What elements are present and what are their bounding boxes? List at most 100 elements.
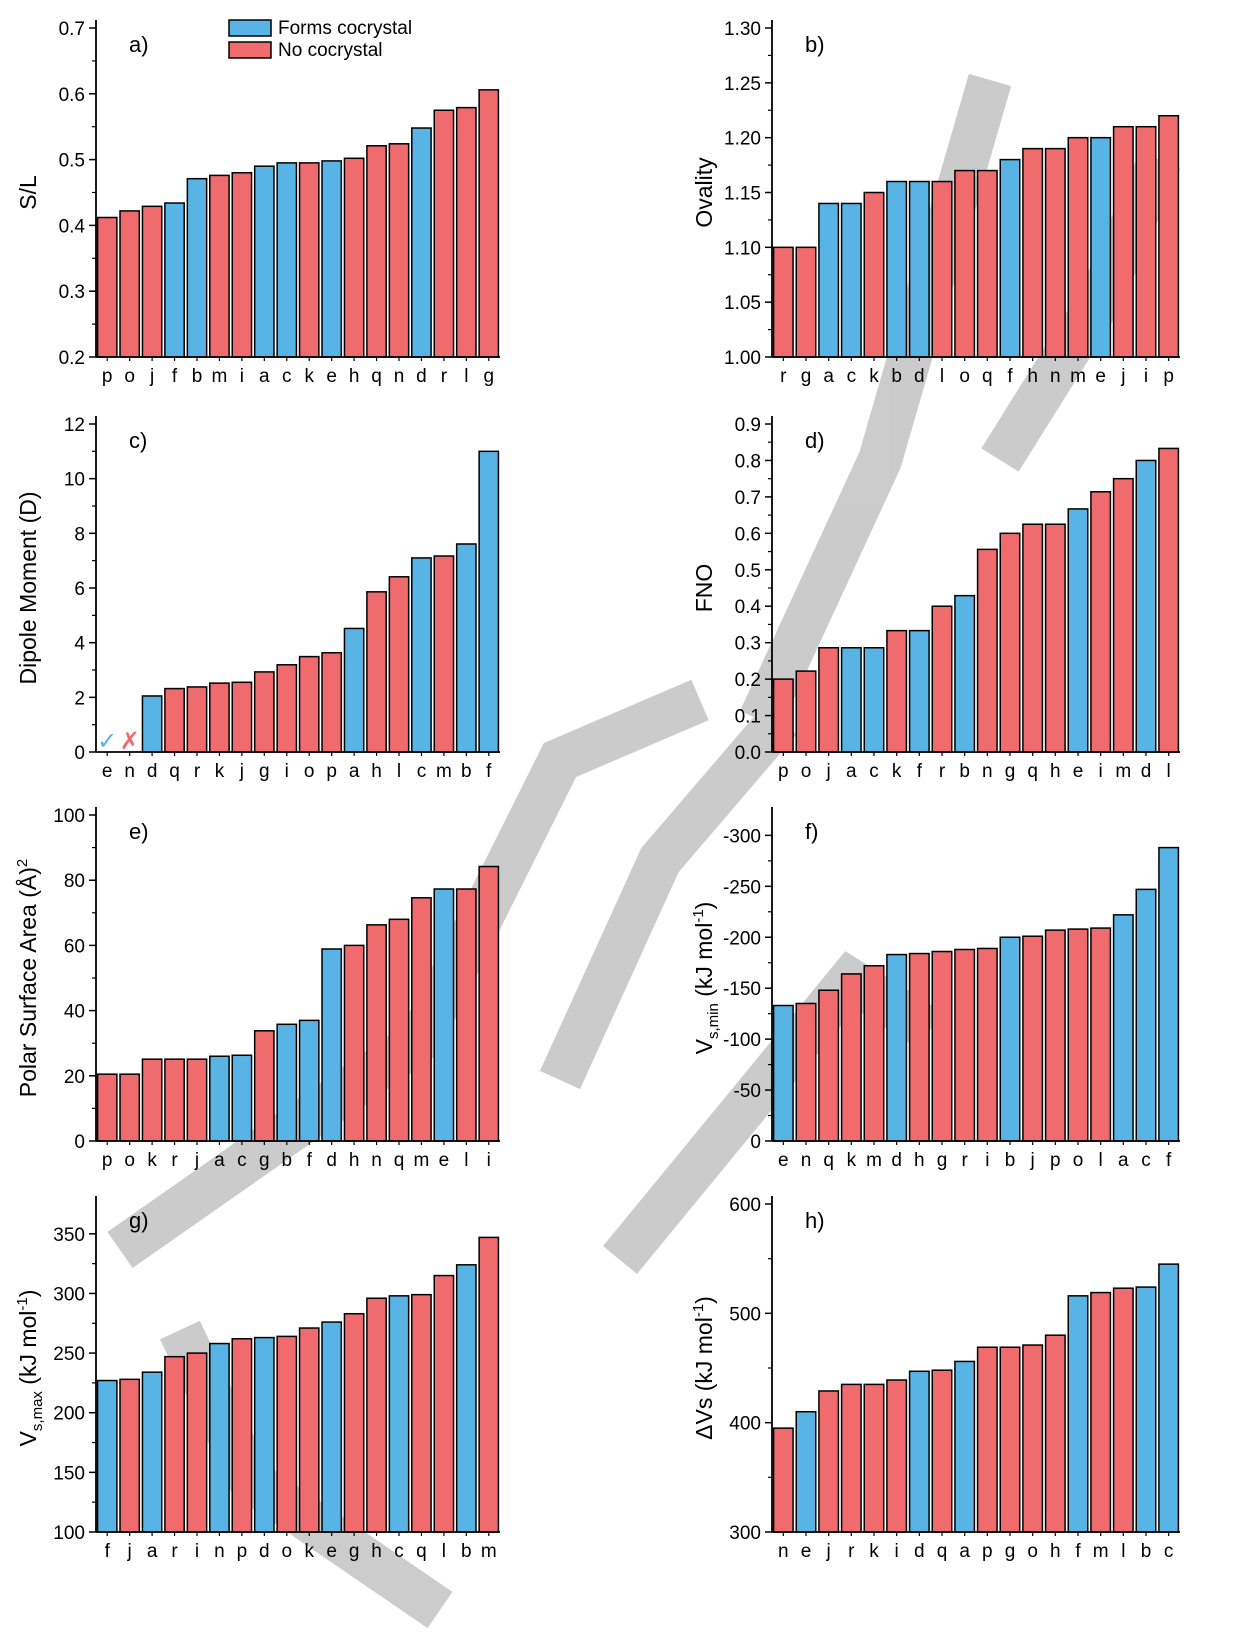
bar-k	[840, 973, 862, 1142]
chart-panel-d: p o j a c k f r b n g q h e i m d l 0.0 0.1 0.2 0.3 0.4 0.5 0.6 0…	[691, 415, 1180, 782]
bar-q	[931, 1369, 953, 1533]
x-tick-label: m	[866, 1150, 882, 1171]
x-tick-label: o	[124, 1150, 135, 1171]
x-tick-label: k	[304, 366, 314, 387]
bar-i	[886, 1379, 908, 1533]
x-tick-label: r	[171, 1541, 178, 1562]
bar-p	[1158, 114, 1180, 358]
bar-p	[96, 216, 118, 358]
y-tick-label: 0.7	[735, 488, 761, 509]
x-tick-label: l	[442, 1541, 446, 1562]
cross-icon: ✗	[120, 728, 140, 755]
bar-j	[119, 1378, 141, 1533]
x-tick-label: e	[1095, 366, 1106, 387]
bar-h	[366, 1297, 387, 1533]
bar-o	[795, 670, 817, 753]
x-tick-label: j	[1030, 1150, 1035, 1171]
x-tick-label: m	[1070, 366, 1086, 387]
chart-panel-b: r g a c k b d l o q f h n m e j i p 1.00 1.05 1.10 1.15 1.20 1.…	[691, 19, 1180, 387]
legend-label-forms: Forms cocrystal	[278, 18, 412, 39]
bar-e	[772, 1004, 794, 1142]
y-tick-label: 0.0	[735, 743, 761, 764]
bar-e	[795, 1410, 817, 1533]
x-tick-label: g	[1005, 761, 1016, 782]
x-tick-label: k	[892, 761, 902, 782]
bar-p	[1044, 929, 1066, 1142]
x-tick-label: f	[917, 761, 923, 782]
y-tick-label: 0.4	[59, 216, 86, 237]
x-tick-label: e	[801, 1541, 812, 1562]
x-tick-label: d	[326, 1150, 337, 1171]
x-tick-label: i	[1144, 366, 1148, 387]
x-tick-label: g	[259, 761, 270, 782]
y-axis-label: Ovality	[691, 157, 717, 228]
bar-i	[478, 865, 500, 1142]
x-tick-label: k	[215, 761, 225, 782]
chart-panel-h: n e j r k i d q a p g o h f m l b c 300 400 500 600 h) ΔVs (kJ …	[690, 1195, 1180, 1562]
x-tick-label: f	[1166, 1150, 1172, 1171]
x-tick-label: j	[149, 366, 154, 387]
y-tick-label: 1.10	[724, 238, 761, 259]
bar-q	[1022, 523, 1044, 753]
x-tick-label: m	[481, 1541, 497, 1562]
bar-n	[388, 143, 410, 358]
bar-h	[366, 591, 387, 753]
x-tick-label: l	[1099, 1150, 1103, 1171]
x-tick-label: o	[959, 366, 970, 387]
x-tick-label: p	[1163, 366, 1174, 387]
x-tick-label: e	[326, 366, 337, 387]
x-tick-label: q	[416, 1541, 427, 1562]
x-tick-label: d	[914, 1541, 925, 1562]
y-tick-label: -250	[723, 877, 761, 898]
x-tick-label: f	[307, 1150, 313, 1171]
bar-c	[1158, 1263, 1180, 1533]
x-tick-label: a	[1118, 1150, 1129, 1171]
x-tick-label: r	[194, 761, 201, 782]
x-tick-label: p	[326, 761, 337, 782]
x-tick-label: q	[1027, 761, 1038, 782]
bar-j	[1022, 935, 1044, 1142]
x-tick-label: e	[102, 761, 113, 782]
x-tick-label: j	[1120, 366, 1125, 387]
bar-q	[411, 1293, 432, 1533]
x-tick-label: m	[436, 761, 452, 782]
bar-f	[999, 158, 1021, 358]
x-tick-label: c	[1164, 1541, 1174, 1562]
y-tick-label: 1.25	[724, 74, 761, 95]
y-tick-label: 0.3	[735, 634, 761, 655]
y-axis-label: S/L	[15, 175, 41, 210]
bar-e	[321, 160, 343, 358]
x-tick-label: c	[417, 761, 427, 782]
x-tick-label: d	[1141, 761, 1152, 782]
bar-h	[343, 944, 365, 1142]
x-tick-label: g	[349, 1541, 360, 1562]
x-tick-label: q	[169, 761, 180, 782]
y-axis-label: Polar Surface Area (Å)2	[14, 859, 41, 1097]
bar-m	[209, 174, 230, 358]
x-tick-label: r	[939, 761, 946, 782]
y-tick-label: 0.6	[735, 524, 761, 545]
panel-label: f)	[805, 819, 818, 844]
bar-r	[772, 246, 794, 358]
bar-n	[209, 1342, 230, 1533]
bar-l	[455, 106, 477, 358]
bar-g	[343, 1312, 365, 1533]
y-tick-label: 40	[64, 1002, 85, 1023]
x-tick-label: a	[823, 366, 834, 387]
y-tick-label: 500	[729, 1304, 761, 1325]
y-tick-label: 300	[729, 1523, 761, 1544]
bar-i	[186, 1352, 208, 1533]
y-tick-label: 0	[750, 1132, 761, 1153]
bar-f	[908, 629, 930, 753]
bar-j	[141, 205, 163, 358]
x-tick-label: r	[780, 366, 787, 387]
x-tick-label: a	[846, 761, 857, 782]
x-tick-label: g	[483, 366, 494, 387]
bar-i	[976, 947, 998, 1142]
bar-f	[1067, 1295, 1089, 1533]
bar-c	[231, 1054, 253, 1142]
y-tick-label: 0.2	[735, 670, 761, 691]
y-tick-label: -50	[734, 1081, 761, 1102]
x-tick-label: i	[240, 366, 244, 387]
x-tick-label: r	[441, 366, 448, 387]
